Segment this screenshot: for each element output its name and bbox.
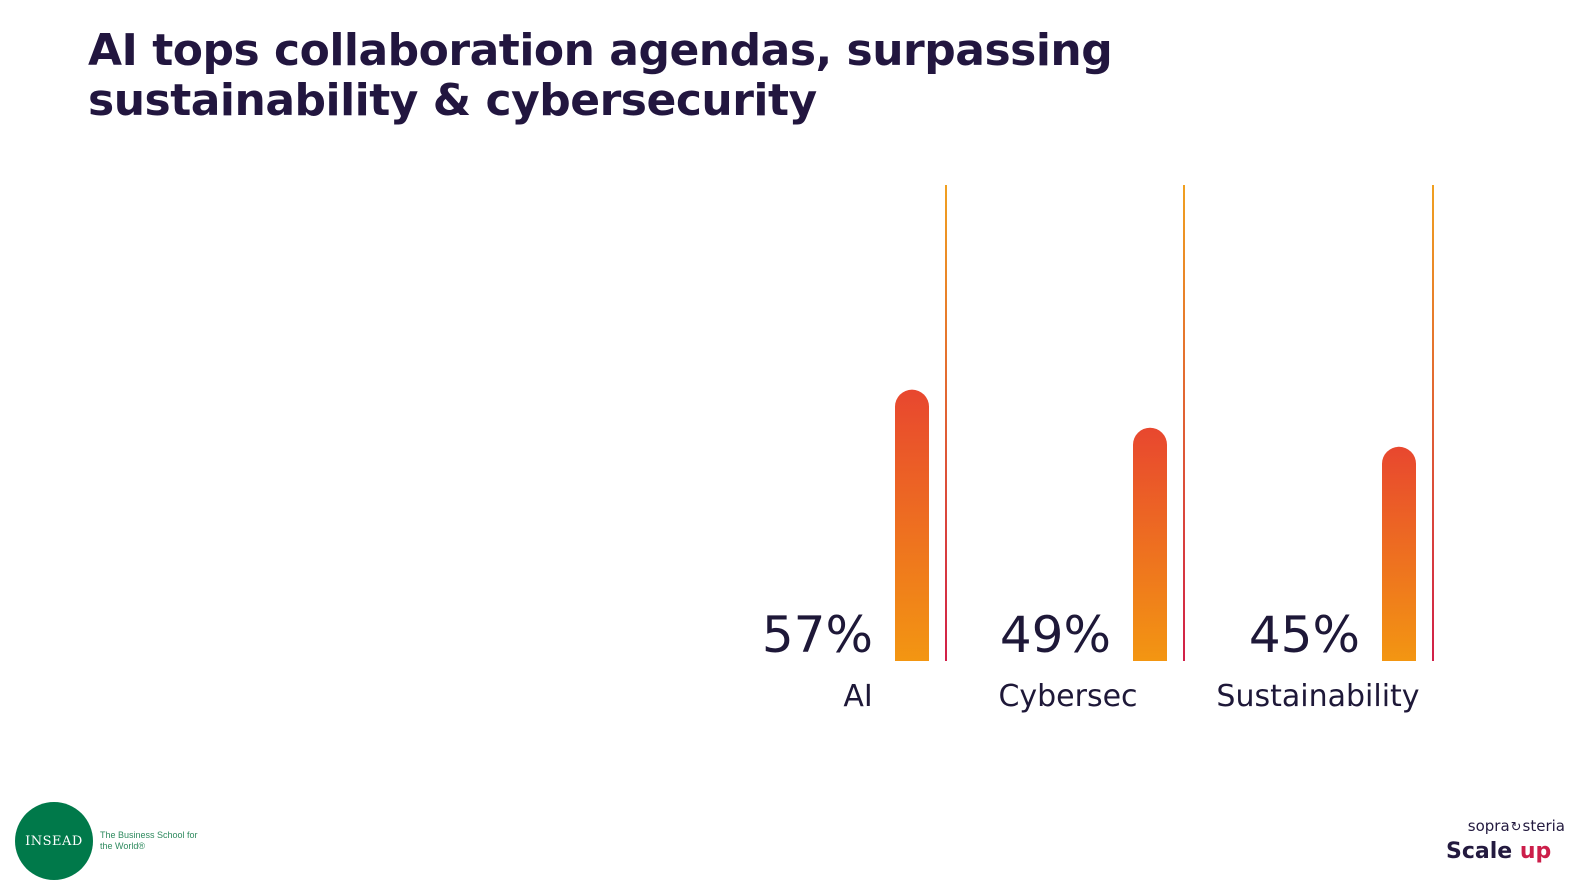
separator-rule (1432, 185, 1434, 661)
bar-ai (895, 389, 929, 661)
scale-word: Scale (1446, 839, 1513, 864)
value-label: 49% (1000, 606, 1111, 664)
sopra-steria-logo: sopra↻steria Scale up (1440, 815, 1573, 875)
category-label: AI (843, 679, 872, 714)
value-label: 45% (1249, 606, 1360, 664)
title-line-1: AI tops collaboration agendas, surpassin… (88, 25, 1113, 76)
bar-cybersec (1133, 427, 1167, 661)
category-label: Sustainability (1216, 679, 1419, 714)
separator-rule (1183, 185, 1185, 661)
brand-right: steria (1522, 817, 1565, 835)
category-label: Cybersec (998, 679, 1137, 714)
separator-rule (945, 185, 947, 661)
insead-wordmark: INSEAD (25, 833, 83, 849)
slide-title: AI tops collaboration agendas, surpassin… (88, 26, 1188, 126)
up-word: up (1519, 839, 1552, 864)
value-label: 57% (762, 606, 873, 664)
insead-logo: INSEAD The Business School for the World… (15, 802, 205, 880)
brand-left: sopra (1467, 817, 1510, 835)
bar-sustainability (1382, 446, 1416, 661)
scale-up-wordmark: Scale up (1446, 839, 1551, 864)
sopra-mark-icon: ↻ (1510, 820, 1522, 835)
sopra-steria-wordmark: sopra↻steria (1468, 817, 1565, 835)
insead-logo-circle: INSEAD (15, 802, 93, 880)
title-line-2: sustainability & cybersecurity (88, 75, 817, 126)
insead-tagline: The Business School for the World® (100, 830, 198, 851)
